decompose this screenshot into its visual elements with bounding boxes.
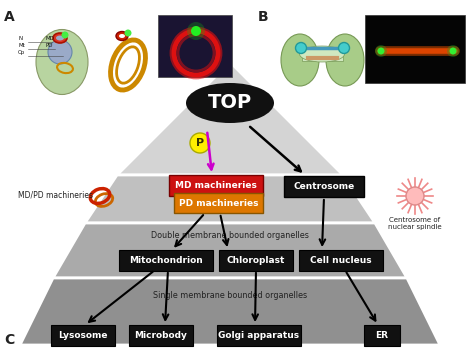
- Text: B: B: [258, 10, 269, 24]
- Text: Chloroplast: Chloroplast: [227, 256, 285, 265]
- Ellipse shape: [116, 32, 128, 41]
- Text: TOP: TOP: [208, 93, 252, 112]
- Circle shape: [295, 42, 307, 53]
- Text: ER: ER: [375, 331, 389, 340]
- Ellipse shape: [281, 34, 319, 86]
- Ellipse shape: [53, 33, 67, 43]
- Circle shape: [449, 47, 456, 55]
- Text: Double membrane bounded organelles: Double membrane bounded organelles: [151, 232, 309, 241]
- Polygon shape: [85, 175, 375, 223]
- Polygon shape: [117, 62, 343, 175]
- Text: Mitochondrion: Mitochondrion: [129, 256, 203, 265]
- Text: Mt: Mt: [18, 43, 25, 48]
- Ellipse shape: [56, 36, 64, 41]
- Text: Lysosome: Lysosome: [58, 331, 108, 340]
- Ellipse shape: [300, 46, 345, 62]
- Circle shape: [187, 22, 205, 40]
- FancyBboxPatch shape: [284, 176, 364, 197]
- FancyBboxPatch shape: [174, 193, 263, 213]
- Circle shape: [62, 32, 69, 38]
- Text: MD/PD machineries: MD/PD machineries: [18, 191, 92, 200]
- FancyBboxPatch shape: [219, 250, 293, 271]
- FancyBboxPatch shape: [129, 325, 193, 346]
- Circle shape: [125, 29, 131, 37]
- Circle shape: [406, 187, 424, 205]
- Text: Cell nucleus: Cell nucleus: [310, 256, 372, 265]
- Text: Centrosome: Centrosome: [293, 182, 355, 191]
- Circle shape: [447, 45, 459, 57]
- Text: Golgi apparatus: Golgi apparatus: [219, 331, 300, 340]
- Text: Cp: Cp: [18, 50, 25, 55]
- Circle shape: [338, 42, 349, 53]
- Text: PD: PD: [45, 43, 53, 48]
- Text: N: N: [18, 36, 22, 41]
- Bar: [158, 15, 232, 77]
- Polygon shape: [53, 223, 407, 278]
- Text: P: P: [196, 138, 204, 148]
- Ellipse shape: [36, 29, 88, 94]
- Circle shape: [377, 47, 384, 55]
- Circle shape: [191, 26, 201, 36]
- FancyBboxPatch shape: [364, 325, 400, 346]
- Text: C: C: [4, 333, 14, 347]
- Ellipse shape: [326, 34, 364, 86]
- FancyBboxPatch shape: [217, 325, 301, 346]
- Ellipse shape: [186, 83, 274, 123]
- Text: Single membrane bounded organelles: Single membrane bounded organelles: [153, 292, 307, 300]
- FancyBboxPatch shape: [119, 250, 213, 271]
- Ellipse shape: [48, 40, 72, 64]
- Circle shape: [190, 133, 210, 153]
- FancyBboxPatch shape: [51, 325, 115, 346]
- FancyBboxPatch shape: [169, 175, 263, 196]
- Text: MD machineries: MD machineries: [175, 181, 257, 190]
- Text: Centrosome of
nuclear spindle: Centrosome of nuclear spindle: [388, 217, 442, 230]
- FancyBboxPatch shape: [299, 250, 383, 271]
- Text: PD machineries: PD machineries: [179, 199, 258, 208]
- Text: Microbody: Microbody: [135, 331, 187, 340]
- Polygon shape: [20, 278, 440, 345]
- Circle shape: [375, 45, 387, 57]
- Bar: [365, 15, 465, 83]
- Bar: [302, 47, 343, 61]
- Text: A: A: [4, 10, 15, 24]
- Text: MD: MD: [45, 36, 54, 41]
- Ellipse shape: [119, 34, 125, 38]
